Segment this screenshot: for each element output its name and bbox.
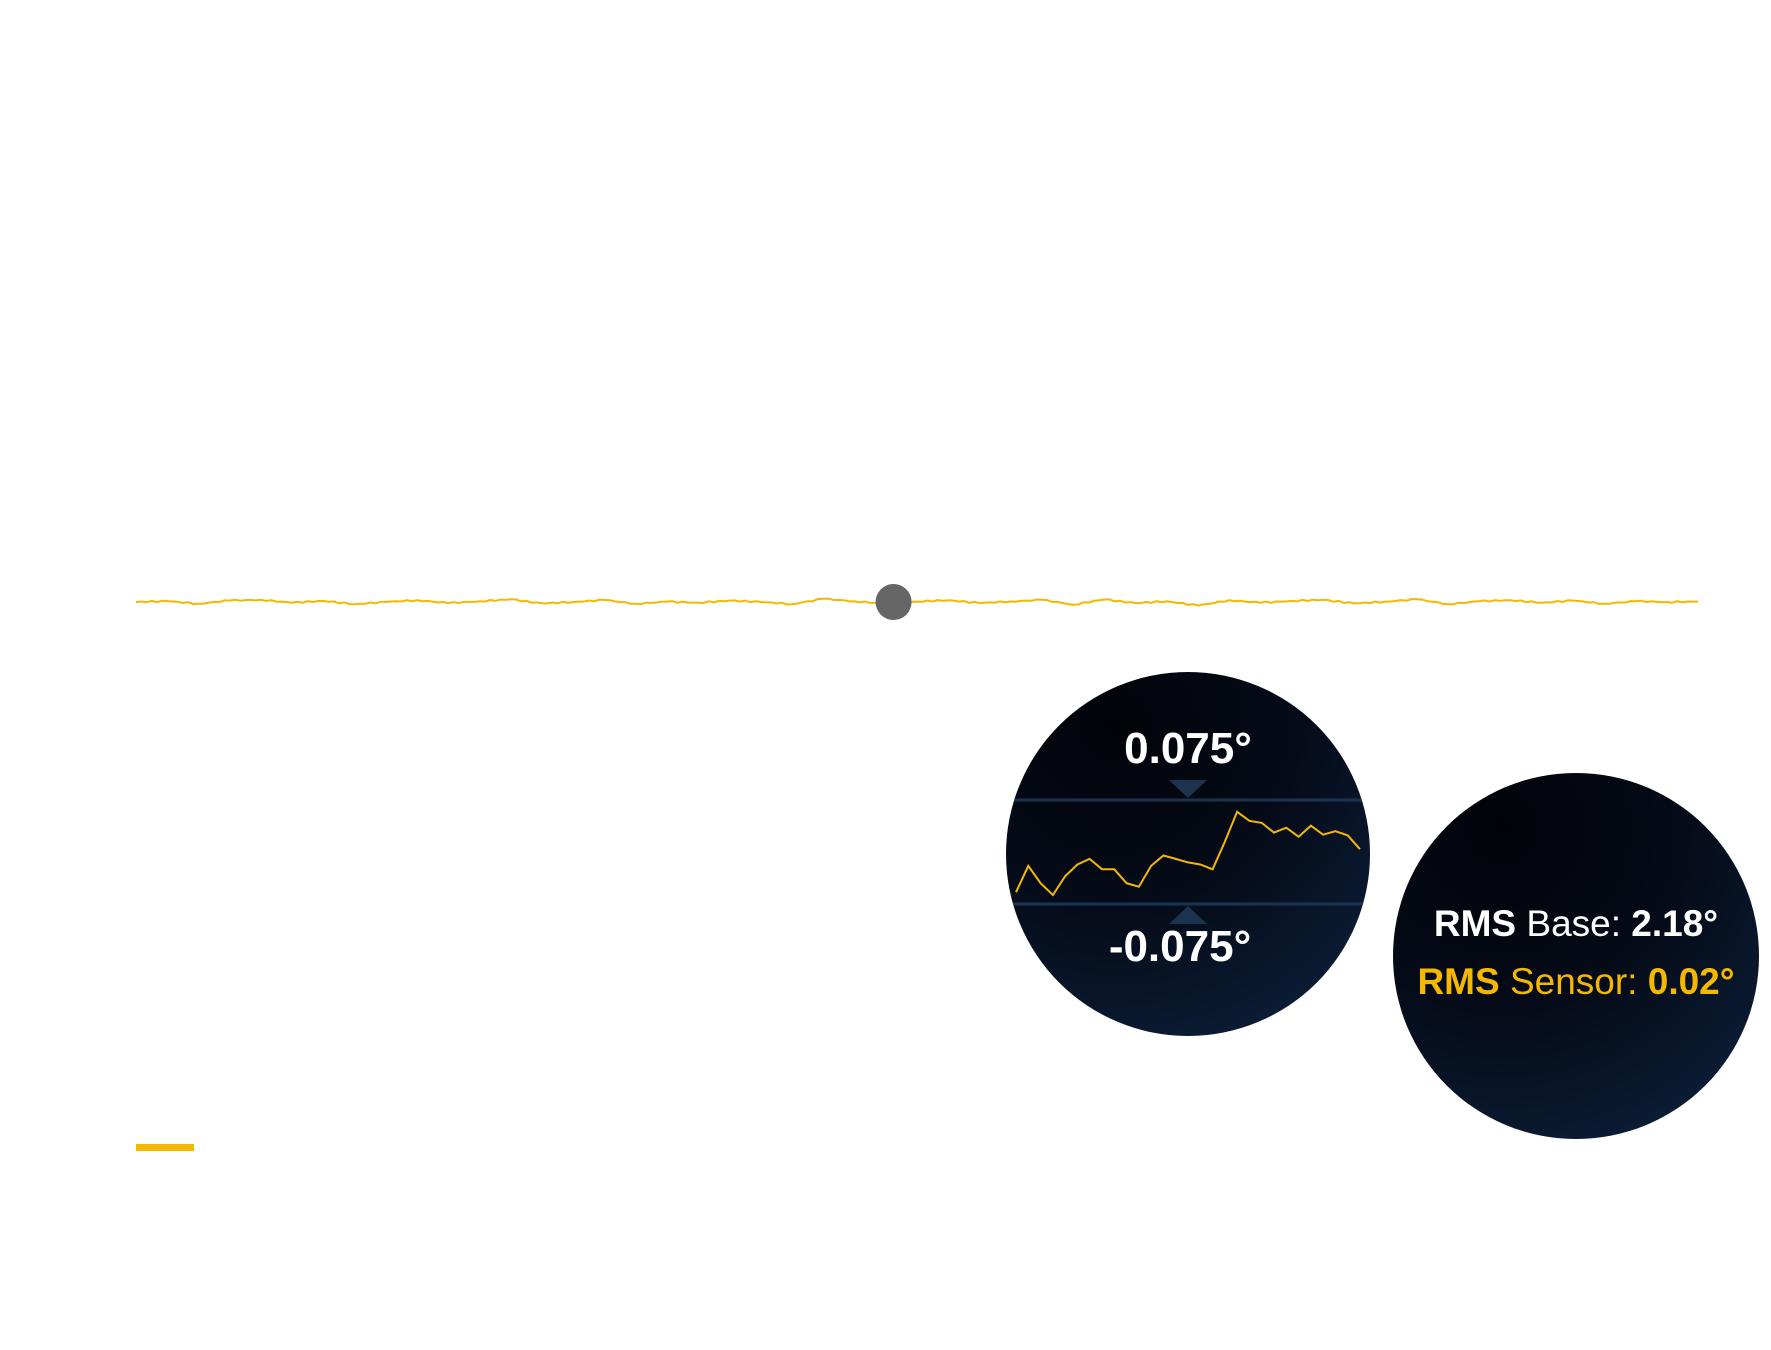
rms-base-row: RMS Base: 2.18° [1393,903,1759,945]
zoom-series-line [1015,810,1361,897]
rms-base-value: 2.18° [1631,903,1719,944]
rms-sensor-label: Sensor: [1499,961,1648,1002]
zoom-chart [1006,780,1370,924]
rms-base-label: Base: [1516,903,1632,944]
rms-base-key: RMS [1433,903,1517,944]
rms-sensor-row: RMS Sensor: 0.02° [1393,961,1759,1003]
rms-panel: RMS Base: 2.18° RMS Sensor: 0.02° [1393,773,1759,1139]
position-marker[interactable] [875,584,912,620]
limit-lines [1006,780,1370,924]
main-series-line [135,597,1698,607]
zoom-series [1015,810,1361,897]
rms-sensor-value: 0.02° [1647,961,1735,1002]
lower-limit-arrow-icon [1169,906,1207,924]
upper-limit-label: 0.075° [1124,724,1252,773]
legend-swatch [136,1144,194,1151]
upper-limit-arrow-icon [1169,780,1207,798]
main-series [135,597,1698,607]
rms-sensor-key: RMS [1417,961,1500,1002]
zoom-inset: 0.075° -0.075° [1006,672,1370,1036]
lower-limit-label: -0.075° [1108,922,1252,971]
